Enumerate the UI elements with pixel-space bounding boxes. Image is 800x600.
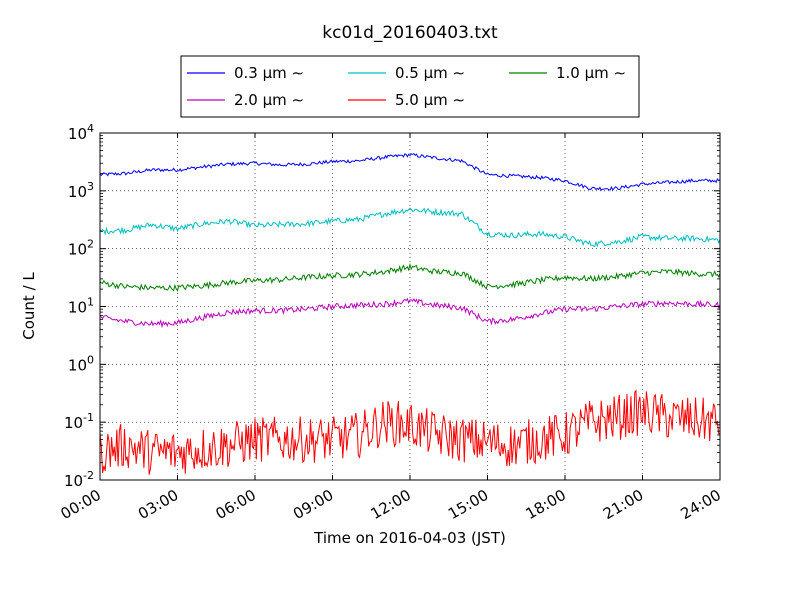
chart-title: kc01d_20160403.txt bbox=[322, 23, 498, 43]
y-tick-label: 10-2 bbox=[64, 469, 94, 490]
y-tick-label: 10-1 bbox=[64, 411, 94, 432]
legend-box bbox=[180, 55, 640, 118]
x-tick-label: 21:00 bbox=[600, 486, 646, 523]
legend-label-0-5um: 0.5 μm ∼ bbox=[395, 64, 465, 82]
x-tick-label: 06:00 bbox=[213, 486, 259, 523]
y-tick-label: 101 bbox=[68, 296, 94, 317]
y-axis-label: Count / L bbox=[20, 272, 38, 340]
y-tick-label: 103 bbox=[68, 180, 94, 201]
legend-label-2-0um: 2.0 μm ∼ bbox=[234, 91, 304, 109]
legend: 0.3 μm ∼ 0.5 μm ∼ 1.0 μm ∼ 2.0 μm ∼ 5.0 μm ∼ bbox=[180, 55, 640, 118]
x-tick-label: 15:00 bbox=[445, 486, 491, 523]
series-line-0-5um bbox=[99, 207, 721, 248]
series-lines bbox=[99, 153, 721, 475]
legend-label-0-3um: 0.3 μm ∼ bbox=[234, 64, 304, 82]
x-tick-label: 12:00 bbox=[368, 486, 414, 523]
legend-label-1-0um: 1.0 μm ∼ bbox=[556, 64, 626, 82]
x-tick-label: 00:00 bbox=[58, 486, 104, 523]
x-axis-label: Time on 2016-04-03 (JST) bbox=[313, 529, 506, 547]
y-tick-label: 102 bbox=[68, 238, 94, 259]
series-line-5-0um bbox=[99, 389, 721, 475]
x-tick-label: 24:00 bbox=[678, 486, 724, 523]
legend-label-5-0um: 5.0 μm ∼ bbox=[395, 91, 465, 109]
y-tick-label: 104 bbox=[68, 122, 94, 143]
y-tick-label: 100 bbox=[68, 353, 94, 374]
x-tick-label: 03:00 bbox=[135, 486, 181, 523]
grid bbox=[100, 133, 720, 480]
x-tick-label: 18:00 bbox=[523, 486, 569, 523]
series-line-0-3um bbox=[99, 153, 721, 191]
series-line-1-0um bbox=[99, 262, 721, 292]
series-line-2-0um bbox=[99, 297, 721, 329]
x-tick-label: 09:00 bbox=[290, 486, 336, 523]
